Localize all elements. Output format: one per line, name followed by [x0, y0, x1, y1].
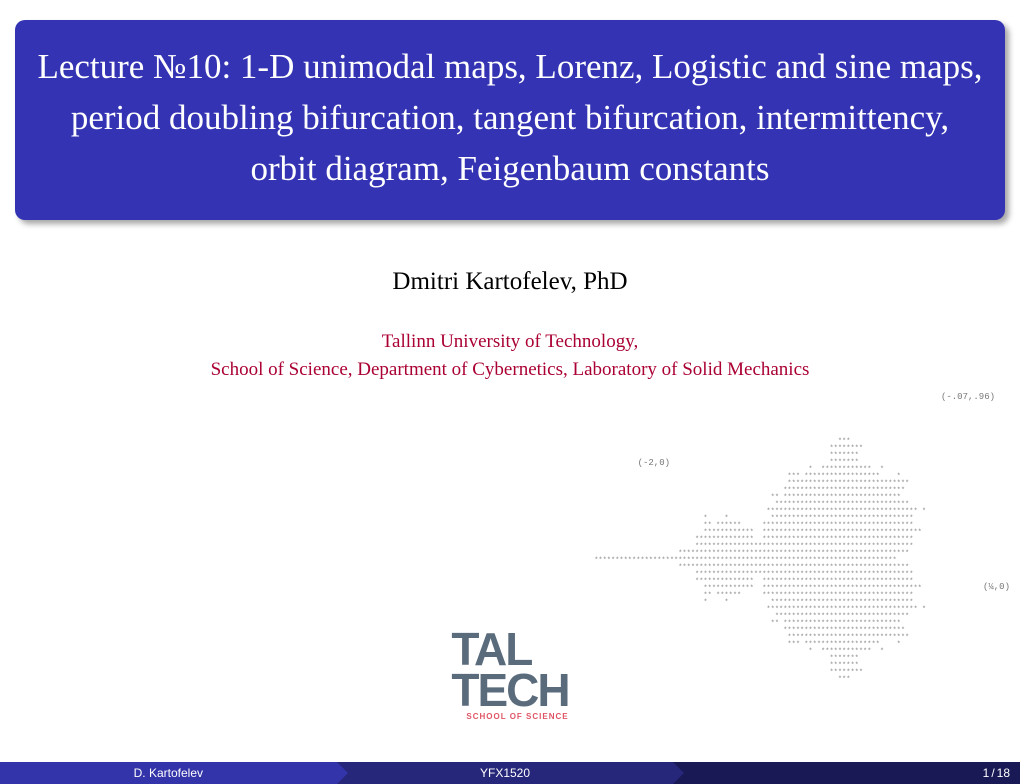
- logo-tech: TECH: [451, 670, 568, 710]
- coord-label-left: (-2,0): [638, 458, 670, 468]
- footer: D. Kartofelev YFX1520 1/18: [0, 762, 1020, 784]
- logo: TAL TECH SCHOOL OF SCIENCE: [0, 629, 1020, 724]
- page-sep: /: [991, 766, 994, 780]
- affiliation: Tallinn University of Technology, School…: [0, 328, 1020, 383]
- affiliation-line-1: Tallinn University of Technology,: [0, 328, 1020, 356]
- author-name: Dmitri Kartofelev, PhD: [0, 268, 1020, 296]
- lecture-title: Lecture №10: 1-D unimodal maps, Lorenz, …: [35, 42, 985, 194]
- page-total: 18: [997, 766, 1010, 780]
- affiliation-line-2: School of Science, Department of Cyberne…: [0, 356, 1020, 384]
- logo-subtitle: SCHOOL OF SCIENCE: [451, 712, 568, 721]
- coord-label-right: (¼,0): [983, 582, 1010, 592]
- footer-author: D. Kartofelev: [0, 762, 337, 784]
- coord-label-top: (-.07,.96): [941, 392, 995, 402]
- footer-course: YFX1520: [337, 762, 674, 784]
- footer-page: 1/18: [673, 762, 1020, 784]
- title-box: Lecture №10: 1-D unimodal maps, Lorenz, …: [15, 20, 1005, 220]
- page-current: 1: [983, 766, 990, 780]
